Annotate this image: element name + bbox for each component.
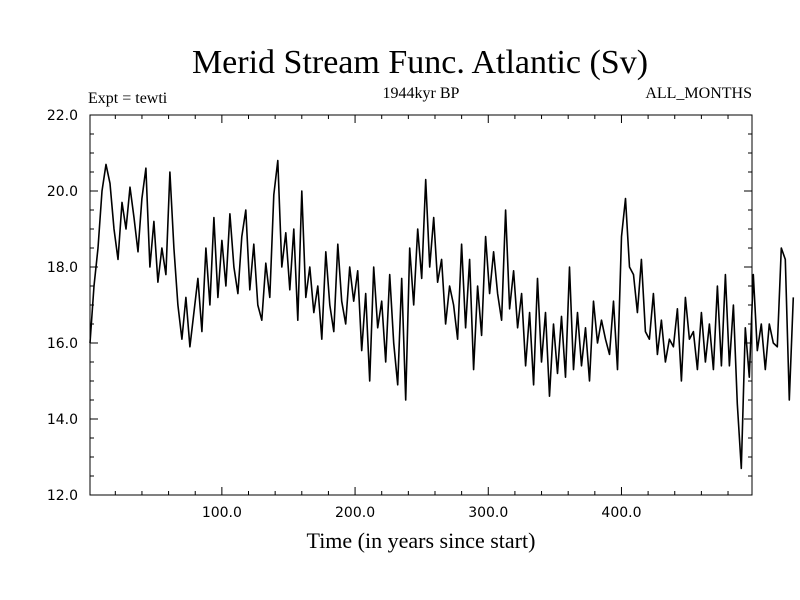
y-tick-label: 22.0 [47, 108, 78, 124]
y-tick-label: 20.0 [47, 184, 78, 200]
x-tick-label: 200.0 [335, 505, 375, 521]
x-tick-label: 100.0 [202, 505, 242, 521]
x-tick-label: 400.0 [601, 505, 641, 521]
months-label: ALL_MONTHS [645, 85, 752, 102]
experiment-label: Expt = tewti [88, 90, 168, 107]
chart-title: Merid Stream Func. Atlantic (Sv) [192, 44, 648, 81]
y-tick-label: 18.0 [47, 260, 78, 276]
y-axis: 12.0 14.0 16.0 18.0 20.0 22.0 [47, 108, 752, 504]
y-tick-label: 12.0 [47, 488, 78, 504]
y-tick-label: 14.0 [47, 412, 78, 428]
y-tick-label: 16.0 [47, 336, 78, 352]
x-tick-label: 300.0 [468, 505, 508, 521]
period-label: 1944kyr BP [383, 85, 460, 102]
series-line [89, 159, 795, 470]
x-axis: 100.0 200.0 300.0 400.0 [114, 115, 729, 521]
x-axis-label: Time (in years since start) [307, 528, 536, 553]
